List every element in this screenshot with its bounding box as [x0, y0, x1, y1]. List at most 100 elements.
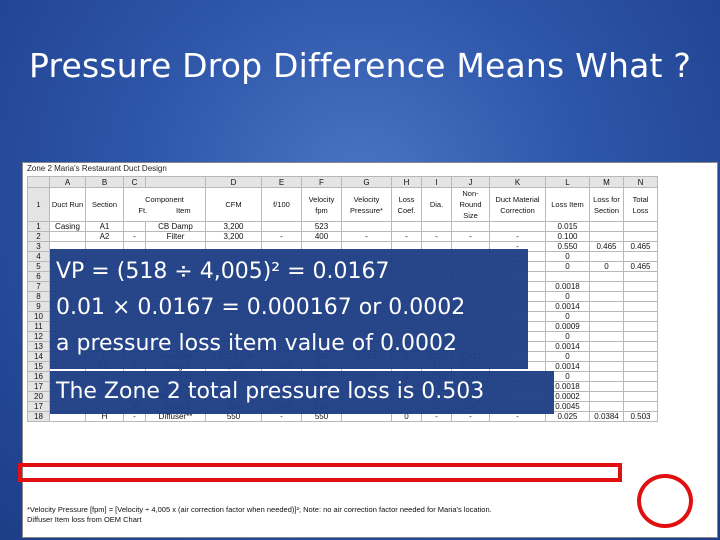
row-number: 8 [27, 291, 50, 302]
table-cell [589, 281, 624, 292]
table-cell: 0.100 [545, 231, 590, 242]
table-cell [589, 381, 624, 392]
slide-title: Pressure Drop Difference Means What ? [28, 46, 692, 85]
table-cell [589, 361, 624, 372]
column-letter: H [391, 176, 422, 188]
header-cell: 1 [27, 187, 50, 222]
table-cell: - [391, 231, 422, 242]
table-cell: 0.0009 [545, 321, 590, 332]
table-cell [489, 221, 546, 232]
header-cell: Loss Item [545, 187, 590, 222]
header-cell: CFM [205, 187, 262, 222]
table-cell [623, 361, 658, 372]
table-cell [341, 221, 392, 232]
column-letter: N [623, 176, 658, 188]
row-number: 16 [27, 371, 50, 382]
table-cell [623, 271, 658, 282]
table-cell [589, 301, 624, 312]
row-number: 3 [27, 241, 50, 252]
column-letter: J [451, 176, 490, 188]
table-cell [623, 281, 658, 292]
column-letter: L [545, 176, 590, 188]
table-cell [589, 321, 624, 332]
header-cell: Non-Round Size [451, 187, 490, 222]
table-cell [623, 251, 658, 262]
row-number: 12 [27, 331, 50, 342]
table-row: 2 A2- Filter 3,200-400- - - - -0.100 [27, 231, 658, 242]
header-cell: Duct Material Correction [489, 187, 546, 222]
header-row: 1 Duct Run Section Component Ft. Item CFM f/100… [27, 187, 658, 222]
row-number: 15 [27, 361, 50, 372]
table-cell [421, 221, 452, 232]
row-number: 5 [27, 261, 50, 272]
table-cell [391, 221, 422, 232]
row-number: 2 [27, 231, 50, 242]
column-letter: M [589, 176, 624, 188]
table-cell: - [261, 231, 302, 242]
table-cell [451, 221, 490, 232]
table-cell: 0.465 [623, 261, 658, 272]
row-number: 17 [27, 401, 50, 412]
header-cell: Total Loss [623, 187, 658, 222]
column-letter: G [341, 176, 392, 188]
table-cell: 0 [545, 331, 590, 342]
column-letter: A [49, 176, 86, 188]
table-cell [589, 221, 624, 232]
table-cell [623, 351, 658, 362]
table-cell [123, 221, 146, 232]
table-cell [49, 231, 86, 242]
table-cell [623, 291, 658, 302]
table-cell: 0.465 [589, 241, 624, 252]
table-cell: Filter [145, 231, 206, 242]
column-letter [27, 176, 50, 188]
table-cell [623, 371, 658, 382]
table-cell: 0.0018 [545, 281, 590, 292]
table-cell [589, 311, 624, 322]
header-cell: Section [85, 187, 124, 222]
column-letter: D [205, 176, 262, 188]
header-cell: Dia. [421, 187, 452, 222]
table-cell: A1 [85, 221, 124, 232]
table-cell [545, 271, 590, 282]
header-cell: Component Ft. Item [123, 187, 206, 222]
table-cell [623, 381, 658, 392]
table-cell: 0.550 [545, 241, 590, 252]
overlay-line-item-value: a pressure loss item value of 0.0002 [56, 331, 457, 356]
table-cell: 0.0384 [589, 411, 624, 422]
column-letter: C [123, 176, 146, 188]
table-cell: 0 [589, 261, 624, 272]
footnote: *Velocity Pressure [fpm] = [Velocity ÷ 4… [27, 505, 492, 525]
table-cell: 400 [301, 231, 342, 242]
row-number: 14 [27, 351, 50, 362]
table-cell [623, 231, 658, 242]
header-cell: Duct Run [49, 187, 86, 222]
table-cell [623, 401, 658, 412]
calculation-overlay: VP = (518 ÷ 4,005)² = 0.0167 0.01 × 0.01… [50, 249, 528, 369]
table-cell: - [341, 231, 392, 242]
table-cell: 0 [545, 291, 590, 302]
column-letter [145, 176, 206, 188]
row-number: 9 [27, 301, 50, 312]
total-loss-overlay: The Zone 2 total pressure loss is 0.503 [50, 371, 554, 414]
table-cell [589, 351, 624, 362]
row-number: 18 [27, 411, 50, 422]
row-number: 6 [27, 271, 50, 282]
table-cell: Casing [49, 221, 86, 232]
header-subcell: Ft. [138, 205, 148, 215]
table-cell [623, 301, 658, 312]
table-cell [589, 231, 624, 242]
sheet-caption: Zone 2 Maria's Restaurant Duct Design [27, 164, 167, 173]
table-cell [589, 291, 624, 302]
row-number: 17 [27, 381, 50, 392]
header-cell: Velocity Pressure* [341, 187, 392, 222]
table-cell [589, 401, 624, 412]
table-cell: - [489, 231, 546, 242]
table-row: 1 Casing A1 CB Damp 3,200 523 0.015 [27, 221, 658, 232]
footnote-diffuser: Diffuser Item loss from OEM Chart [27, 515, 142, 524]
table-cell: - [451, 231, 490, 242]
table-cell: - [421, 231, 452, 242]
overlay-line-product: 0.01 × 0.0167 = 0.000167 or 0.0002 [56, 295, 466, 320]
table-cell: 0 [545, 251, 590, 262]
row-number: 10 [27, 311, 50, 322]
